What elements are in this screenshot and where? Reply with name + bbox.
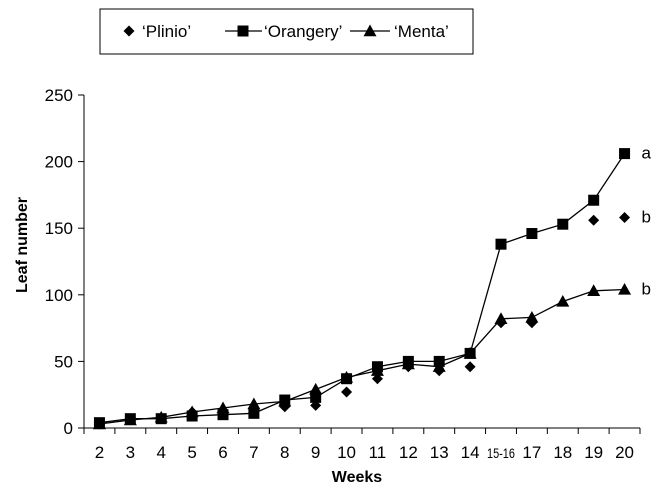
y-tick-label: 250 xyxy=(45,86,73,105)
data-point xyxy=(248,407,260,419)
data-point xyxy=(619,148,631,160)
x-tick-label: 20 xyxy=(615,443,634,462)
data-point xyxy=(588,194,600,206)
series-triangle xyxy=(92,282,632,430)
data-point xyxy=(587,284,601,297)
legend-label: ‘Plinio’ xyxy=(142,22,191,41)
x-tick-label: 4 xyxy=(156,443,165,462)
data-point xyxy=(432,360,446,372)
y-tick-label: 100 xyxy=(45,286,73,305)
legend-marker xyxy=(237,25,249,37)
legend-label: ‘Menta’ xyxy=(394,22,449,41)
data-point xyxy=(401,357,415,370)
x-tick-label: 10 xyxy=(337,443,356,462)
data-point xyxy=(619,212,631,224)
series-diamond xyxy=(93,212,631,430)
x-tick-label: 19 xyxy=(584,443,603,462)
data-point xyxy=(463,346,477,359)
x-tick-label: 7 xyxy=(249,443,258,462)
x-tick-label: 11 xyxy=(369,443,387,462)
series-line xyxy=(99,153,626,424)
data-point xyxy=(216,401,230,414)
annotations: a b b xyxy=(642,144,652,299)
x-tick-label: 15-16 xyxy=(487,445,515,461)
data-point xyxy=(340,370,354,383)
x-tick-label: 5 xyxy=(187,443,196,462)
y-axis-title: Leaf number xyxy=(14,197,31,293)
x-tick-label: 17 xyxy=(522,443,541,462)
y-tick-label: 200 xyxy=(45,153,73,172)
data-point xyxy=(588,214,600,226)
data-point xyxy=(556,294,570,307)
data-point xyxy=(310,391,322,403)
series-square xyxy=(93,148,631,429)
axes: 0 50 100 150 200 250 2 3 4 5 6 7 8 9 10 11 12 13 14 15-16 17… xyxy=(45,86,641,462)
x-tick-label: 3 xyxy=(126,443,135,462)
x-tick-label: 12 xyxy=(399,443,418,462)
x-tick-label: 6 xyxy=(218,443,227,462)
data-point xyxy=(123,413,137,426)
data-point xyxy=(92,417,106,430)
y-tick-label: 150 xyxy=(45,219,73,238)
data-point xyxy=(278,394,292,407)
legend-item: ‘Menta’ xyxy=(350,22,449,41)
x-tick-label: 13 xyxy=(430,443,449,462)
legend: ‘Plinio’ ‘Orangery’ ‘Menta’ xyxy=(99,8,474,55)
data-point xyxy=(618,282,632,295)
data-point xyxy=(494,312,508,324)
data-point xyxy=(154,410,168,423)
significance-label: a xyxy=(642,144,652,163)
data-point xyxy=(185,405,199,418)
x-tick-label: 18 xyxy=(553,443,572,462)
legend-item: ‘Plinio’ xyxy=(123,22,191,41)
data-point xyxy=(557,218,569,230)
data-point xyxy=(526,228,538,240)
legend-marker xyxy=(363,24,377,37)
series-line xyxy=(99,288,625,425)
data-point xyxy=(525,310,539,323)
x-tick-label: 8 xyxy=(280,443,289,462)
data-point xyxy=(217,409,229,421)
data-point xyxy=(370,364,384,376)
x-tick-label: 2 xyxy=(95,443,104,462)
x-tick-label: 9 xyxy=(311,443,320,462)
data-point xyxy=(371,373,383,385)
y-tick-label: 50 xyxy=(54,352,73,371)
x-axis-title: Weeks xyxy=(332,469,383,486)
data-point xyxy=(464,361,476,373)
data-point xyxy=(341,386,353,398)
data-point xyxy=(247,397,261,410)
series-layer xyxy=(92,148,632,430)
legend-label: ‘Orangery’ xyxy=(264,22,342,41)
legend-box xyxy=(99,8,474,55)
legend-item: ‘Orangery’ xyxy=(225,22,342,41)
y-tick-label: 0 xyxy=(64,419,73,438)
significance-label: b xyxy=(642,279,651,298)
legend-marker xyxy=(123,25,135,37)
data-point xyxy=(495,238,507,250)
x-tick-label: 14 xyxy=(461,443,480,462)
significance-label: b xyxy=(642,208,651,227)
data-point xyxy=(309,382,323,395)
